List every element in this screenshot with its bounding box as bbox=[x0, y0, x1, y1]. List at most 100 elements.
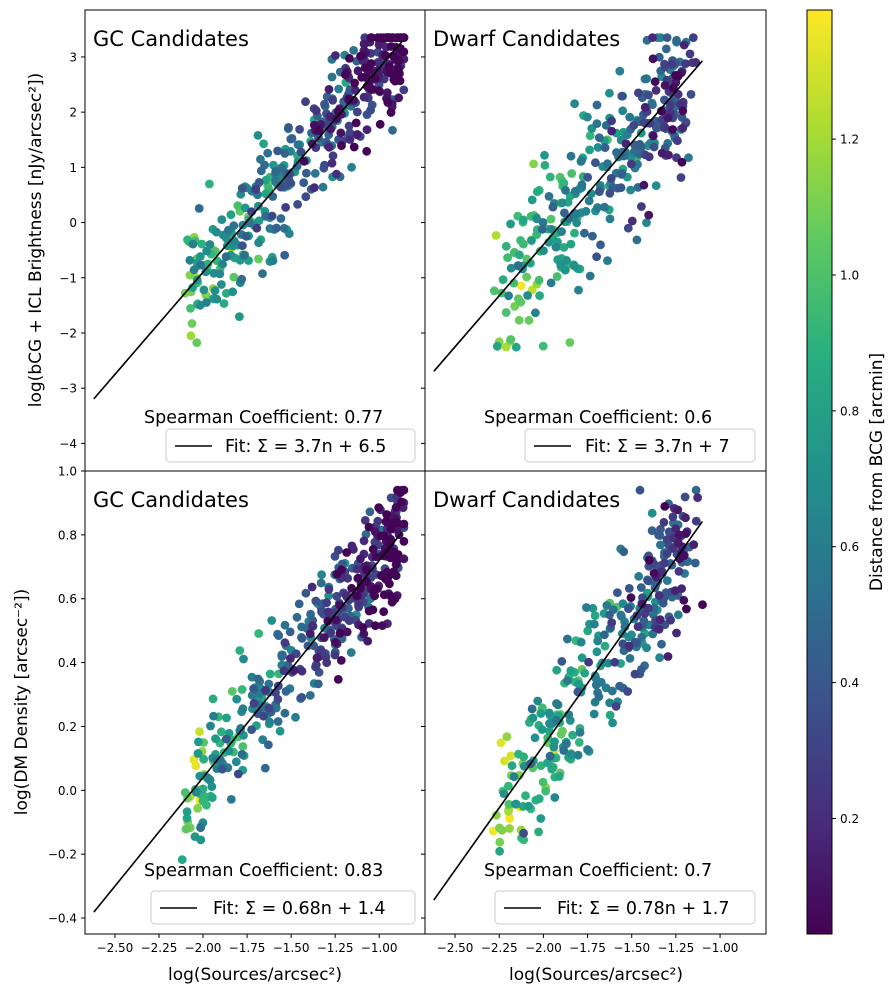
scatter-point bbox=[231, 757, 241, 767]
scatter-point bbox=[359, 536, 369, 546]
scatter-point bbox=[379, 531, 389, 541]
scatter-point bbox=[502, 732, 512, 742]
scatter-point bbox=[365, 507, 375, 517]
scatter-point bbox=[198, 796, 208, 806]
scatter-point bbox=[318, 182, 328, 192]
scatter-point bbox=[222, 713, 231, 723]
scatter-point bbox=[326, 628, 335, 637]
scatter-point bbox=[605, 188, 615, 198]
scatter-point bbox=[337, 565, 346, 575]
scatter-point bbox=[238, 704, 248, 714]
scatter-point bbox=[656, 540, 665, 550]
scatter-point bbox=[391, 503, 401, 512]
scatter-point bbox=[281, 687, 291, 696]
scatter-point bbox=[235, 312, 244, 321]
scatter-point bbox=[359, 629, 369, 639]
scatter-point bbox=[676, 173, 686, 182]
scatter-point bbox=[651, 580, 661, 590]
scatter-point bbox=[660, 502, 670, 511]
scatter-point bbox=[268, 192, 278, 201]
scatter-point bbox=[538, 341, 548, 351]
scatter-point bbox=[584, 657, 593, 667]
scatter-point bbox=[349, 46, 358, 55]
scatter-point bbox=[591, 158, 600, 168]
scatter-point bbox=[356, 554, 365, 564]
scatter-point bbox=[336, 656, 346, 665]
scatter-point bbox=[275, 726, 285, 736]
scatter-point bbox=[347, 162, 356, 172]
scatter-point bbox=[202, 298, 211, 307]
scatter-point bbox=[519, 752, 529, 762]
scatter-point bbox=[562, 256, 571, 265]
fit-line-dwarf-brightness bbox=[433, 60, 703, 372]
scatter-point bbox=[254, 254, 263, 264]
y-tick-label: 3 bbox=[69, 50, 77, 64]
scatter-point bbox=[547, 224, 556, 234]
scatter-point bbox=[544, 192, 554, 201]
scatter-point bbox=[554, 772, 564, 781]
scatter-point bbox=[691, 516, 701, 526]
scatter-point bbox=[291, 649, 301, 659]
scatter-point bbox=[280, 620, 290, 630]
x-tick-label: −1.50 bbox=[273, 941, 310, 955]
scatter-point bbox=[276, 214, 286, 223]
scatter-point bbox=[271, 176, 280, 185]
scatter-point bbox=[603, 159, 612, 169]
scatter-point bbox=[570, 99, 579, 109]
scatter-point bbox=[605, 610, 614, 620]
y-tick-label: −2 bbox=[59, 326, 77, 340]
scatter-point bbox=[521, 791, 530, 801]
scatter-point bbox=[667, 60, 676, 69]
scatter-point bbox=[297, 693, 307, 702]
scatter-point bbox=[607, 686, 617, 696]
scatter-point bbox=[489, 286, 499, 296]
scatter-point bbox=[544, 708, 554, 718]
scatter-point bbox=[513, 294, 523, 304]
scatter-point bbox=[562, 739, 571, 749]
scatter-point bbox=[676, 99, 685, 109]
scatter-point bbox=[581, 206, 591, 216]
y-tick-label: 0.4 bbox=[58, 656, 77, 670]
scatter-point bbox=[663, 652, 673, 661]
scatter-point bbox=[532, 187, 542, 197]
scatter-point bbox=[362, 125, 372, 135]
scatter-point bbox=[237, 750, 247, 759]
scatter-point bbox=[189, 755, 199, 765]
scatter-point bbox=[615, 681, 624, 691]
scatter-point bbox=[573, 750, 583, 760]
scatter-point bbox=[319, 633, 329, 642]
scatter-point bbox=[194, 204, 204, 213]
scatter-point bbox=[285, 627, 295, 637]
legend-gc-brightness: Fit: Σ = 3.7n + 6.5 bbox=[165, 428, 416, 463]
scatter-point bbox=[511, 799, 521, 809]
scatter-point bbox=[359, 39, 369, 49]
scatter-point bbox=[353, 573, 363, 583]
scatter-point bbox=[352, 591, 361, 601]
scatter-point bbox=[261, 685, 270, 695]
scatter-point bbox=[249, 684, 258, 694]
scatter-point bbox=[364, 606, 374, 616]
scatter-point bbox=[296, 147, 306, 157]
scatter-point bbox=[678, 123, 688, 133]
scatter-point bbox=[317, 570, 326, 580]
scatter-point bbox=[657, 639, 666, 649]
scatter-point bbox=[324, 85, 334, 94]
scatter-point bbox=[384, 61, 394, 71]
scatter-point bbox=[585, 131, 595, 141]
scatter-point bbox=[621, 139, 631, 149]
scatter-point bbox=[616, 183, 626, 193]
scatter-point bbox=[545, 172, 555, 182]
scatter-point bbox=[673, 136, 682, 146]
scatter-point bbox=[506, 219, 515, 229]
y-tick-label: −0.4 bbox=[48, 912, 77, 926]
scatter-point bbox=[534, 794, 544, 804]
scatter-point bbox=[309, 183, 319, 193]
spearman-dwarf-brightness: Spearman Coefficient: 0.6 bbox=[484, 408, 712, 428]
scatter-point bbox=[332, 591, 342, 601]
scatter-point bbox=[557, 227, 566, 237]
scatter-point bbox=[247, 725, 256, 735]
scatter-point bbox=[258, 735, 268, 745]
scatter-point bbox=[280, 149, 290, 158]
scatter-point bbox=[196, 252, 205, 261]
scatter-point bbox=[649, 142, 659, 152]
